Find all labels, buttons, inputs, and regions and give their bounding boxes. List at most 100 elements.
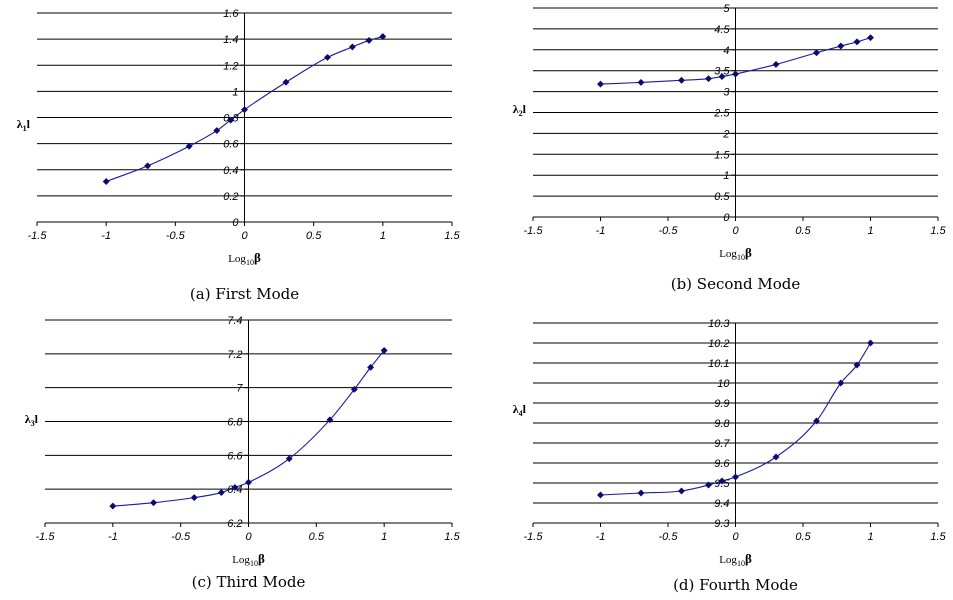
data-point: [231, 483, 239, 492]
y-tick-label: 0.2: [223, 191, 238, 203]
y-tick-label: 4: [723, 45, 729, 57]
data-point: [365, 36, 373, 44]
data-point: [637, 78, 645, 86]
y-tick-label: 1: [723, 170, 729, 182]
data-point: [718, 477, 726, 485]
y-tick-label: 0.4: [223, 165, 238, 177]
x-tick-label: 0: [241, 230, 248, 242]
x-tick-label: 0: [732, 531, 739, 543]
data-point: [866, 339, 875, 347]
x-tick-label: -1: [108, 531, 118, 543]
data-point: [677, 487, 686, 495]
x-tick-label: 1.5: [930, 531, 946, 543]
data-point: [704, 481, 713, 489]
data-point: [285, 455, 293, 463]
x-tick-label: -1.5: [524, 531, 544, 543]
x-tick-label: 1: [381, 531, 387, 543]
data-point: [326, 416, 334, 424]
y-tick-label: 3: [723, 87, 730, 99]
data-point: [244, 478, 253, 486]
y-tick-label: 10: [717, 378, 730, 390]
y-tick-label: 1.2: [223, 60, 238, 72]
panel-fourth-mode: 9.39.49.59.69.79.89.91010.110.210.3-1.5-…: [513, 318, 947, 594]
data-point: [379, 32, 387, 41]
data-point: [812, 417, 821, 425]
y-tick-label: 1: [232, 86, 238, 98]
x-tick-label: 0.5: [306, 230, 322, 242]
x-tick-label: -1: [596, 531, 606, 543]
panel-caption: (c) Third Mode: [192, 573, 306, 591]
x-tick-label: -0.5: [659, 531, 679, 543]
data-point: [323, 53, 332, 61]
y-tick-label: 0: [232, 217, 239, 229]
y-axis-label: λ3l: [25, 412, 39, 428]
y-axis-label: λ4l: [513, 402, 527, 418]
data-point: [772, 60, 780, 68]
y-tick-label: 1.6: [223, 8, 239, 20]
data-point: [217, 488, 225, 497]
data-point: [637, 489, 645, 497]
y-tick-label: 2: [722, 128, 729, 140]
data-point: [596, 80, 605, 88]
x-tick-label: -1.5: [524, 225, 544, 237]
data-point: [772, 453, 780, 461]
panel-caption: (a) First Mode: [190, 285, 299, 303]
panel-caption: (d) Fourth Mode: [673, 576, 798, 594]
x-tick-label: -0.5: [659, 225, 679, 237]
x-tick-label: -1: [596, 225, 606, 237]
data-point: [853, 361, 861, 369]
y-tick-label: 1.5: [714, 149, 730, 161]
data-point: [144, 162, 152, 170]
data-point: [704, 75, 713, 83]
x-tick-label: 1: [867, 531, 873, 543]
x-tick-label: -1.5: [36, 531, 56, 543]
y-tick-label: 10.1: [708, 358, 729, 370]
x-tick-label: 1: [867, 225, 873, 237]
y-tick-label: 9.3: [714, 518, 730, 530]
y-tick-label: 0: [723, 212, 730, 224]
x-tick-label: 1: [380, 230, 386, 242]
y-axis-label: λ1l: [17, 117, 31, 133]
y-tick-label: 7.4: [227, 315, 242, 327]
panel-third-mode: 6.26.46.66.877.27.4-1.5-1-0.500.511.5Log…: [25, 315, 461, 591]
data-point: [348, 43, 356, 51]
x-tick-label: 0: [245, 531, 252, 543]
y-tick-label: 3.5: [714, 66, 730, 78]
y-tick-label: 2.5: [713, 108, 730, 120]
panel-second-mode: 0 0.5 1 1.5 2 2.5 3 3.5 4 4.5 5 -1.5 -1 -0.5 0 0.5 1 1.5 L…: [513, 3, 947, 293]
data-point: [282, 78, 290, 86]
x-tick-label: 0.5: [795, 225, 811, 237]
y-tick-label: 7.2: [227, 349, 242, 361]
y-tick-label: 10.3: [708, 318, 730, 330]
data-point: [731, 70, 740, 78]
x-tick-label: 1.5: [444, 531, 460, 543]
y-tick-label: 9.7: [714, 438, 730, 450]
x-tick-label: 1.5: [444, 230, 460, 242]
y-tick-label: 5: [723, 3, 730, 15]
data-point: [227, 116, 235, 124]
data-point: [837, 379, 845, 387]
y-axis-label: λ2l: [513, 102, 527, 118]
data-point: [350, 385, 358, 393]
panel-caption: (b) Second Mode: [671, 275, 801, 293]
y-tick-label: 7: [236, 383, 243, 395]
x-tick-label: 0.5: [795, 531, 811, 543]
x-axis-label: Log10β: [719, 245, 752, 262]
data-point: [190, 494, 198, 502]
y-tick-label: 9.9: [714, 398, 729, 410]
y-tick-label: 1.4: [223, 34, 238, 46]
data-point: [185, 142, 193, 150]
panel-first-mode: 00.20.40.60.811.21.41.6-1.5-1-0.500.511.…: [17, 8, 461, 303]
x-axis-label: Log10β: [719, 551, 752, 568]
y-tick-label: 0.5: [714, 191, 730, 203]
x-tick-label: -1: [101, 230, 111, 242]
data-point: [853, 38, 861, 46]
y-tick-label: 0.6: [223, 139, 239, 151]
data-point: [718, 72, 726, 81]
data-point: [213, 127, 221, 135]
data-point: [677, 76, 686, 84]
y-tick-label: 4.5: [714, 24, 730, 36]
data-point: [812, 49, 821, 57]
x-axis-label: Log10β: [232, 551, 265, 568]
